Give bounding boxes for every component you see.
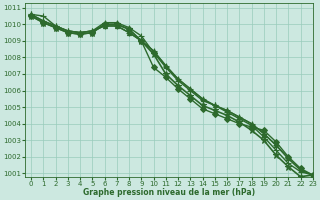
- X-axis label: Graphe pression niveau de la mer (hPa): Graphe pression niveau de la mer (hPa): [83, 188, 255, 197]
